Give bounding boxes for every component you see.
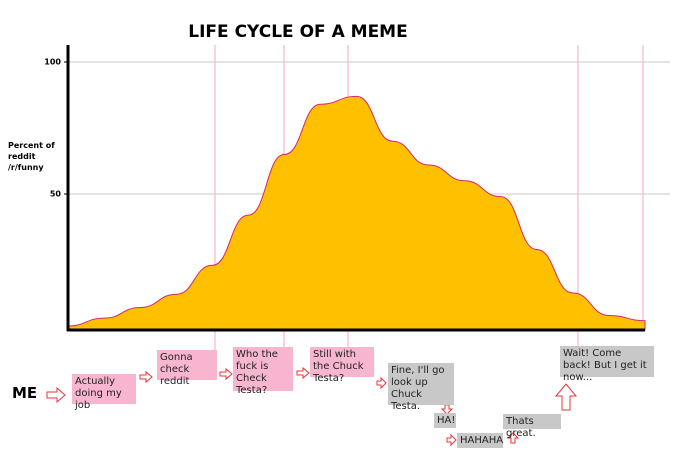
chart-title: LIFE CYCLE OF A MEME xyxy=(188,22,407,42)
annotation: Gonna check reddit xyxy=(157,350,217,387)
arrows xyxy=(46,366,578,447)
annotation: Actually doing my job xyxy=(72,374,136,411)
y-tick-label: 50 xyxy=(50,190,62,199)
y-tick-label: 100 xyxy=(44,58,61,67)
annotation: Still with the Chuck Testa? xyxy=(310,347,374,384)
annotation: Fine, I'll go look up Chuck Testa. xyxy=(388,363,454,412)
annotation: Who the fuck is Check Testa? xyxy=(233,347,293,396)
annotation: HA! xyxy=(434,413,456,428)
annotation: HAHAHA xyxy=(457,433,503,448)
annotation: Thats great. xyxy=(503,414,561,439)
me-label: ME xyxy=(12,384,38,402)
y-axis-label: Percent of reddit /r/funny xyxy=(8,141,55,172)
area xyxy=(67,95,646,331)
annotation: Wait! Come back! But I get it now... xyxy=(560,346,654,383)
